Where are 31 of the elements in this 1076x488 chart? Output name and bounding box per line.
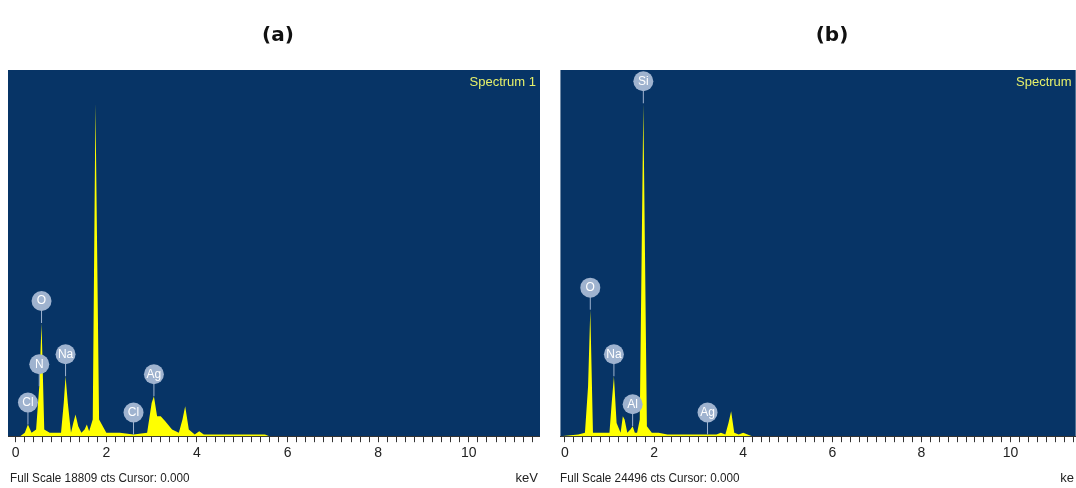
text: Spectrum — [1016, 74, 1072, 90]
x-tick-label: 10 — [461, 444, 477, 461]
annotation: Na — [606, 346, 622, 361]
x-tick-label: 6 — [283, 444, 292, 461]
annotation: Cl — [127, 404, 140, 419]
chart-title: (b) — [814, 22, 850, 46]
x-tick-label: 4 — [193, 444, 202, 461]
x-tick-label: 0 — [11, 444, 20, 461]
annotation: Ag — [146, 366, 162, 381]
annotation: Al — [627, 396, 638, 411]
text: Full Scale 24496 cts Cursor: 0.000 — [560, 470, 740, 485]
x-tick-label: 0 — [560, 444, 569, 461]
text: Spectrum 1 — [469, 74, 536, 90]
annotation: Si — [638, 73, 649, 88]
annotation: O — [36, 293, 47, 308]
annotation: O — [585, 280, 595, 295]
x-axis-title: keV — [515, 470, 538, 485]
x-tick-label: 2 — [102, 444, 111, 461]
annotation: Ag — [700, 404, 715, 419]
x-tick-label: 8 — [374, 444, 383, 461]
annotation: N — [34, 356, 44, 371]
x-tick-label: 8 — [917, 444, 926, 461]
x-axis-title: ke — [1060, 470, 1074, 485]
text: Full Scale 18809 cts Cursor: 0.000 — [10, 470, 190, 485]
x-tick-label: 10 — [1002, 444, 1019, 461]
x-tick-label: 2 — [650, 444, 659, 461]
x-tick-label: 4 — [739, 444, 748, 461]
chart-title: (a) — [261, 22, 295, 46]
annotation: Cl — [22, 394, 34, 409]
x-tick-label: 6 — [828, 444, 837, 461]
annotation: Na — [57, 346, 74, 361]
